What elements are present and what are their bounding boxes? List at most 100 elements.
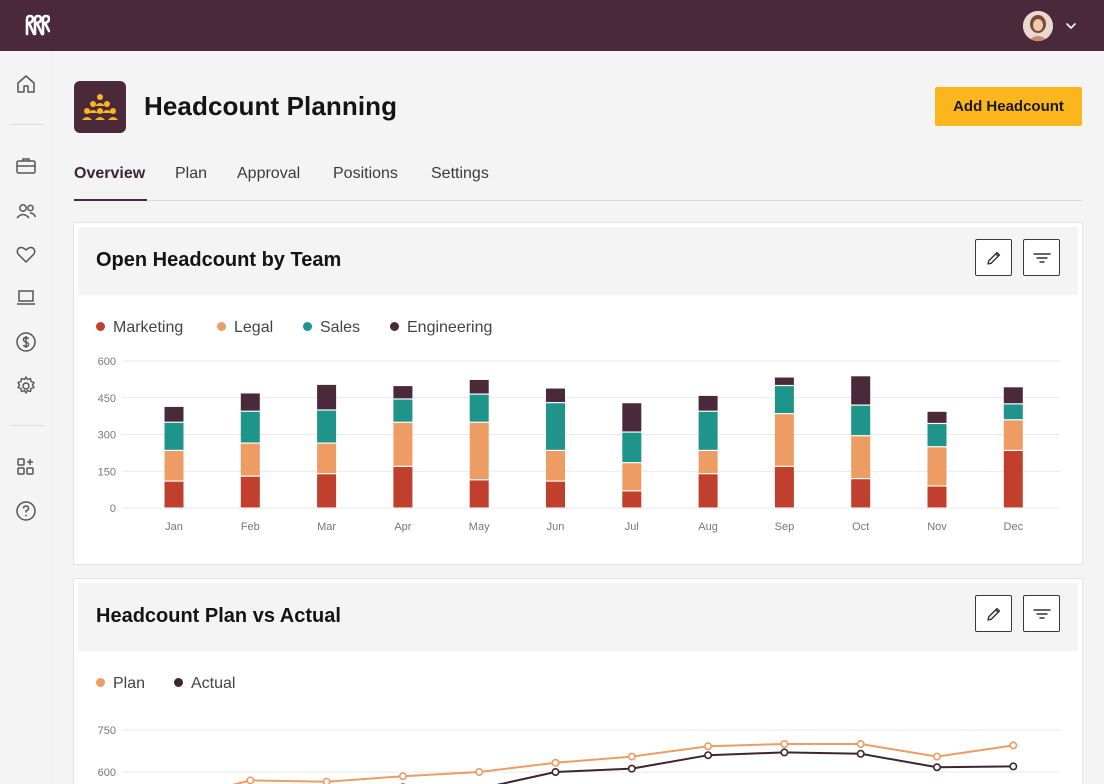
sidebar-divider [10, 124, 44, 125]
bar-segment-marketing [622, 491, 642, 508]
bar-segment-legal [240, 443, 260, 476]
data-point-plan [780, 739, 789, 748]
bar-segment-engineering [546, 388, 565, 403]
bar-segment-sales [393, 399, 413, 422]
bar-segment-marketing [469, 480, 489, 508]
app-icon [74, 81, 126, 133]
legend-sales: Sales [303, 319, 360, 337]
bar-segment-legal [774, 414, 794, 466]
bar-segment-marketing [164, 481, 184, 508]
chevron-down-icon[interactable] [1064, 19, 1078, 33]
bar-segment-legal [317, 443, 337, 474]
bar-segment-engineering [851, 376, 871, 405]
bar-segment-sales [164, 422, 184, 450]
data-point-actual [627, 764, 636, 773]
x-tick-label: Dec [1004, 521, 1024, 533]
bar-segment-marketing [393, 466, 413, 508]
gear-icon[interactable] [14, 374, 38, 398]
bar-segment-sales [317, 410, 337, 443]
edit-button[interactable] [975, 595, 1012, 632]
bar-segment-engineering [698, 395, 718, 411]
bar-segment-legal [1003, 420, 1023, 450]
tab-positions[interactable]: Positions [333, 165, 398, 182]
x-tick-label: May [469, 521, 490, 533]
legend-label: Engineering [407, 319, 493, 336]
x-tick-label: Apr [394, 521, 411, 533]
people-icon[interactable] [14, 199, 38, 223]
bar-segment-marketing [240, 476, 260, 508]
data-point-plan [856, 739, 865, 748]
bar-segment-marketing [774, 466, 794, 508]
home-icon[interactable] [14, 72, 38, 96]
legend-engineering: Engineering [390, 319, 492, 337]
legend-label: Legal [234, 319, 274, 336]
bar-segment-engineering [469, 379, 489, 394]
user-avatar[interactable] [1023, 11, 1053, 41]
plan-vs-actual-card: Headcount Plan vs Actual Plan Actual 600… [73, 578, 1083, 784]
data-point-plan [398, 772, 407, 781]
y-tick-label: 750 [98, 725, 116, 737]
bar-segment-marketing [698, 474, 718, 508]
plan-vs-actual-line-chart: 600 750 [98, 725, 1060, 784]
bar-segment-sales [1003, 404, 1023, 420]
data-point-actual [780, 748, 789, 757]
tab-settings[interactable]: Settings [431, 165, 489, 182]
tab-plan[interactable]: Plan [175, 165, 208, 182]
data-point-plan [1009, 741, 1018, 750]
legend-dot [174, 678, 183, 687]
filter-icon [1033, 253, 1051, 263]
open-headcount-card: Open Headcount by Team Marketing Legal S… [73, 222, 1083, 565]
bar-segment-engineering [317, 384, 337, 410]
bar-segment-sales [546, 403, 565, 450]
y-tick-label: 0 [110, 503, 116, 515]
filter-button[interactable] [1023, 595, 1060, 632]
tab-approval[interactable]: Approval [237, 165, 301, 182]
data-point-actual [856, 749, 865, 758]
legend-dot [217, 322, 226, 331]
y-tick-label: 600 [98, 356, 116, 368]
add-headcount-button[interactable]: Add Headcount [935, 87, 1082, 126]
y-tick-label: 450 [98, 393, 116, 405]
tab-overview[interactable]: Overview [74, 165, 146, 182]
briefcase-icon[interactable] [14, 154, 38, 178]
data-point-plan [246, 776, 255, 784]
legend-label: Plan [113, 675, 146, 692]
y-tick-label: 150 [98, 466, 116, 478]
edit-button[interactable] [975, 239, 1012, 276]
filter-button[interactable] [1023, 239, 1060, 276]
legend-plan: Plan [96, 675, 145, 693]
bar-segment-legal [698, 451, 718, 474]
x-tick-label: Jul [625, 521, 639, 533]
bar-segment-engineering [240, 393, 260, 411]
legend-label: Actual [191, 675, 236, 692]
bar-segment-sales [851, 405, 871, 436]
brand-logo-icon[interactable] [24, 14, 50, 36]
bar-segment-legal [546, 451, 565, 481]
data-point-plan [627, 752, 636, 761]
data-point-plan [551, 758, 560, 767]
dollar-icon[interactable] [14, 330, 38, 354]
laptop-icon[interactable] [14, 286, 38, 310]
heart-icon[interactable] [14, 242, 38, 266]
x-tick-label: Mar [317, 521, 336, 533]
bar-segment-sales [774, 386, 794, 414]
apps-add-icon[interactable] [14, 455, 38, 479]
data-point-actual [551, 767, 560, 776]
bar-segment-engineering [1003, 387, 1023, 404]
bar-segment-sales [240, 411, 260, 443]
x-tick-label: Feb [241, 521, 260, 533]
bar-segment-legal [393, 422, 413, 466]
help-icon[interactable] [14, 499, 38, 523]
data-point-actual [704, 751, 713, 760]
data-point-plan [704, 742, 713, 751]
bar-segment-sales [622, 432, 642, 463]
sidebar-divider [10, 425, 44, 426]
series-line-actual [496, 751, 1014, 784]
legend-legal: Legal [217, 319, 273, 337]
data-point-plan [932, 752, 941, 761]
legend-dot [390, 322, 399, 331]
main-content: Headcount Planning Add Headcount Overvie… [53, 51, 1104, 784]
pencil-icon [987, 251, 1001, 265]
x-tick-label: Oct [852, 521, 869, 533]
y-tick-label: 600 [98, 767, 116, 779]
